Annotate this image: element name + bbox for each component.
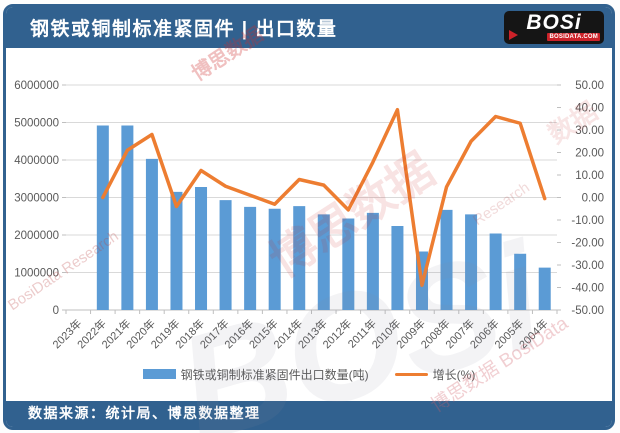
bar	[342, 218, 355, 310]
y-axis-label-right: -40.00	[571, 283, 604, 295]
logo-domain-label: BOSIDATA.COM	[547, 33, 600, 41]
y-axis-label-left: 6000000	[14, 80, 59, 92]
bar	[268, 208, 281, 310]
bar	[170, 191, 183, 310]
y-axis-label-right: -10.00	[571, 215, 604, 227]
data-source-text: 数据来源：统计局、博思数据整理	[28, 405, 261, 421]
bar	[244, 206, 257, 310]
bar	[145, 158, 158, 310]
header-bar: 钢铁或铜制标准紧固件 | 出口数量 BOSi BOSIDATA.COM	[6, 7, 612, 48]
y-axis-label-right: 10.00	[575, 170, 604, 182]
y-axis-label-right: 40.00	[575, 103, 604, 115]
y-axis-label-left: 5000000	[14, 118, 59, 130]
y-axis-label-left: 2000000	[14, 230, 59, 242]
bar	[317, 214, 330, 310]
bar	[538, 267, 551, 310]
bosi-logo: BOSi BOSIDATA.COM	[504, 11, 604, 44]
chart-legend: 钢铁或铜制标准紧固件出口数量(吨) 增长(%)	[6, 365, 612, 383]
bar	[121, 125, 134, 310]
chart-card: 钢铁或铜制标准紧固件 | 出口数量 BOSi BOSIDATA.COM 6000…	[3, 4, 615, 430]
growth-line	[101, 108, 547, 287]
bar	[465, 214, 478, 310]
y-axis-label-left: 1000000	[14, 268, 59, 280]
line-series-label: 增长(%)	[432, 367, 476, 382]
y-axis-label-right: 30.00	[575, 125, 604, 137]
combo-chart: 6000000 5000000 4000000 3000000 2000000 10000…	[14, 80, 604, 351]
bar	[219, 200, 232, 310]
bar	[391, 226, 404, 310]
line-series-swatch-icon	[394, 372, 428, 376]
chart-area: 6000000 5000000 4000000 3000000 2000000 10000…	[6, 48, 612, 368]
y-axis-label-right: 50.00	[575, 80, 604, 92]
bar	[514, 253, 527, 310]
y-axis-label-left: 4000000	[14, 155, 59, 167]
bar	[195, 187, 208, 310]
y-axis-label-right: 20.00	[575, 148, 604, 160]
bar-series-label: 钢铁或铜制标准紧固件出口数量(吨)	[180, 367, 369, 382]
page-title: 钢铁或铜制标准紧固件 | 出口数量	[30, 19, 338, 40]
y-axis-label-right: -30.00	[571, 260, 604, 272]
y-axis-label-left: 0	[53, 305, 59, 317]
legend-item-bars: 钢铁或铜制标准紧固件出口数量(吨)	[142, 366, 369, 383]
bosi-logo-text: BOSi	[526, 11, 582, 34]
y-axis-label-right: -50.00	[571, 305, 604, 317]
bar	[489, 233, 502, 310]
y-axis-label-left: 3000000	[14, 193, 59, 205]
logo-triangle-icon	[509, 30, 518, 40]
y-axis-label-right: 0.00	[582, 193, 604, 205]
bar-series-swatch-icon	[142, 369, 176, 379]
footer-bar: 数据来源：统计局、博思数据整理	[6, 401, 612, 427]
y-axis-label-right: -20.00	[571, 238, 604, 250]
bar	[96, 125, 109, 310]
bar	[366, 212, 379, 310]
legend-item-line: 增长(%)	[394, 366, 476, 383]
bar	[293, 206, 306, 310]
bar	[440, 209, 453, 310]
